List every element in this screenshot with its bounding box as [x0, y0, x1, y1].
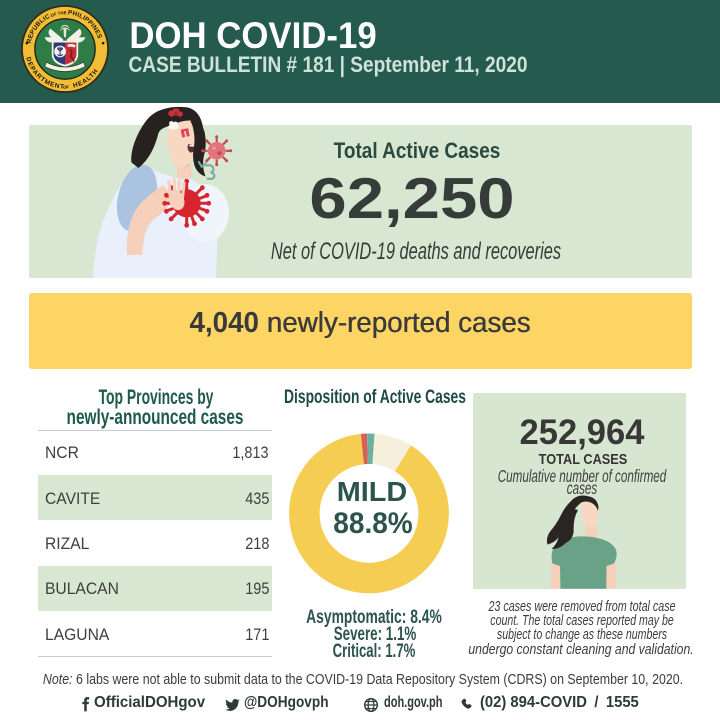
svg-text:OF THE: OF THE	[50, 10, 67, 18]
svg-text:OF: OF	[63, 84, 69, 89]
